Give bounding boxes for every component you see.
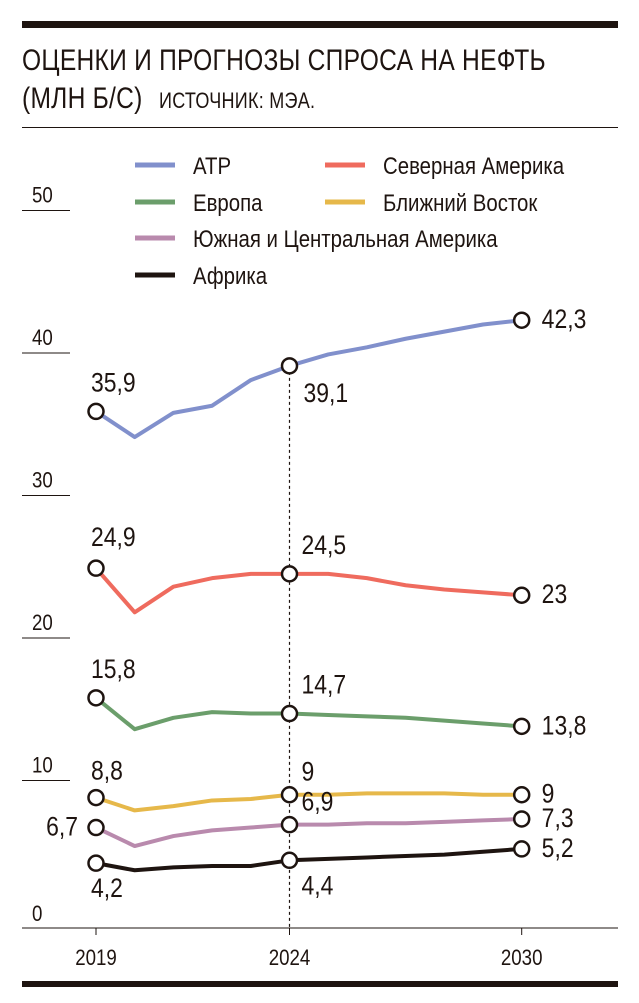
data-point (280, 851, 299, 870)
data-point (87, 689, 105, 707)
series-1 (87, 559, 531, 615)
data-label: 42,3 (542, 305, 587, 335)
data-label: 23 (542, 580, 568, 610)
source-note: ИСТОЧНИК: МЭА. (158, 88, 316, 113)
data-point (280, 786, 299, 804)
data-point (512, 786, 531, 804)
x-tick-label: 2030 (501, 947, 543, 971)
data-point (512, 717, 531, 736)
x-tick-label: 2019 (75, 947, 117, 971)
data-point (87, 559, 105, 577)
y-tick-label: 50 (32, 184, 53, 208)
data-point (87, 788, 105, 807)
data-point (280, 704, 299, 723)
series-line (94, 318, 522, 440)
data-label: 15,8 (91, 654, 136, 684)
bottom-rule (22, 981, 618, 987)
series-5 (87, 840, 531, 873)
y-tick-label: 40 (32, 327, 53, 351)
data-point (87, 818, 105, 837)
data-point (512, 840, 531, 858)
series-3 (87, 786, 531, 813)
data-point (280, 565, 299, 583)
data-label: 7,3 (542, 803, 574, 833)
data-label: 5,2 (542, 833, 574, 863)
data-label: 6,7 (46, 812, 78, 842)
data-point (280, 357, 299, 375)
legend-label: Ближний Восток (383, 189, 538, 216)
legend-label: Африка (193, 262, 268, 289)
data-label: 9 (542, 779, 555, 809)
data-point (87, 402, 105, 421)
x-tick-label: 2024 (269, 947, 311, 971)
data-point (512, 810, 531, 828)
series-line (95, 846, 522, 873)
data-point (87, 854, 105, 872)
data-label: 35,9 (91, 368, 136, 398)
data-label: 4,4 (302, 871, 334, 901)
series-4 (87, 810, 531, 849)
data-label: 4,2 (91, 873, 123, 903)
series-line (95, 791, 522, 813)
chart-title: ОЦЕНКИ И ПРОГНОЗЫ СПРОСА НА НЕФТЬ (МЛН Б… (22, 42, 546, 120)
legend-label: Южная и Центральная Америка (193, 225, 498, 252)
data-label: 24,5 (302, 530, 347, 560)
data-point (512, 586, 531, 604)
series-line (94, 696, 522, 732)
series-line (94, 566, 522, 615)
data-label: 8,8 (91, 756, 123, 786)
y-tick-label: 10 (32, 754, 53, 778)
legend-label: Северная Америка (383, 152, 565, 179)
data-label: 9 (302, 757, 315, 787)
title-divider (22, 127, 618, 128)
series-0 (87, 311, 531, 440)
y-tick-label: 20 (32, 612, 53, 636)
legend-label: Европа (193, 189, 263, 216)
data-label: 39,1 (304, 378, 349, 408)
top-rule (22, 21, 618, 28)
data-label: 6,9 (302, 787, 334, 817)
data-label: 14,7 (302, 670, 347, 700)
data-label: 24,9 (91, 522, 136, 552)
title-unit: (МЛН Б/С) (22, 82, 143, 115)
data-label: 13,8 (542, 711, 587, 741)
series-2 (87, 689, 531, 736)
data-point (512, 311, 531, 329)
y-tick-label: 0 (32, 903, 42, 927)
data-point (280, 815, 299, 834)
legend-label: АТР (193, 152, 231, 179)
y-tick-label: 30 (32, 469, 53, 493)
series-line (95, 816, 522, 849)
title-line-1: ОЦЕНКИ И ПРОГНОЗЫ СПРОСА НА НЕФТЬ (22, 44, 546, 77)
